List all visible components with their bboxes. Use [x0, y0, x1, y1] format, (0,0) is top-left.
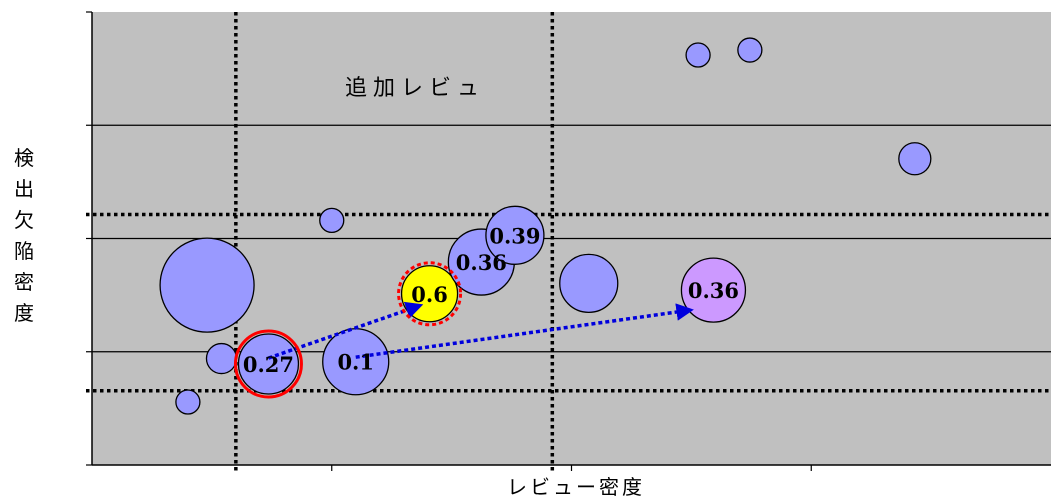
y-axis-label-char: 密: [14, 270, 34, 294]
bubble: [319, 207, 345, 234]
data-label: 0.36: [688, 278, 739, 303]
y-axis-label-char: 度: [14, 301, 34, 325]
bubble: [559, 253, 619, 313]
x-axis-label: レビュー密度: [507, 475, 645, 497]
arrow: [267, 301, 424, 360]
data-label: 0.39: [489, 223, 540, 248]
y-axis-label-char: 出: [14, 177, 34, 201]
region-annotation: 追加レビュ: [345, 76, 485, 101]
highlight-ring: [397, 261, 463, 327]
arrows: [267, 301, 694, 360]
y-axis-label-char: 検: [14, 146, 34, 170]
bubbles: [159, 37, 932, 415]
bubble: [898, 142, 932, 176]
bubble: [175, 389, 201, 415]
data-label: 0.36: [456, 250, 507, 275]
bubble: [737, 37, 763, 63]
data-label: 0.6: [411, 282, 448, 307]
highlight-markers: [233, 261, 463, 399]
bubble: [685, 42, 711, 68]
bubble: [237, 333, 300, 395]
data-label: 0.1: [337, 350, 374, 375]
bubble: [485, 205, 545, 265]
bubble: [680, 257, 747, 323]
bubble: [159, 237, 255, 333]
y-axis-label: 検出欠陥密度: [14, 146, 34, 325]
y-axis-label-char: 陥: [14, 239, 34, 263]
arrow: [355, 303, 694, 359]
data-label: 0.27: [243, 352, 294, 377]
highlight-ring: [233, 329, 303, 399]
bubble-labels: 0.27 0.10.60.360.390.36: [243, 223, 739, 377]
bubble: [205, 342, 238, 375]
y-axis-label-char: 欠: [14, 208, 34, 232]
axes: [86, 11, 1051, 471]
